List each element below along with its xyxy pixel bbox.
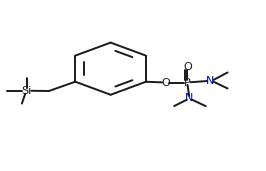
Text: N: N [206,76,215,86]
Text: O: O [161,78,170,88]
Text: P: P [184,78,191,88]
Text: O: O [183,62,192,72]
Text: N: N [185,93,194,103]
Text: Si: Si [22,86,32,96]
